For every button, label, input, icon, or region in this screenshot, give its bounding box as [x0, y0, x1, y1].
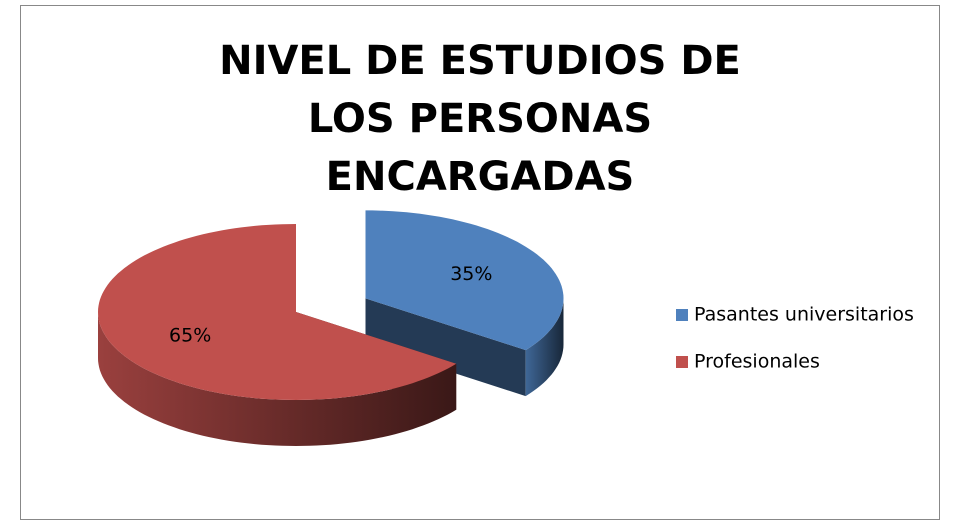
legend-label: Pasantes universitarios: [694, 304, 914, 326]
slice: [98, 224, 457, 400]
data-label: 65%: [169, 324, 211, 346]
legend-label: Profesionales: [694, 351, 820, 373]
legend-swatch: [676, 356, 688, 368]
legend-swatch: [676, 309, 688, 321]
chart-title: NIVEL DE ESTUDIOS DE LOS PERSONAS ENCARG…: [219, 38, 741, 200]
data-label: 35%: [450, 263, 492, 285]
slice-wall: [365, 298, 526, 397]
slice-side: [525, 298, 564, 397]
slice: [365, 210, 564, 351]
slice-side: [98, 312, 457, 446]
